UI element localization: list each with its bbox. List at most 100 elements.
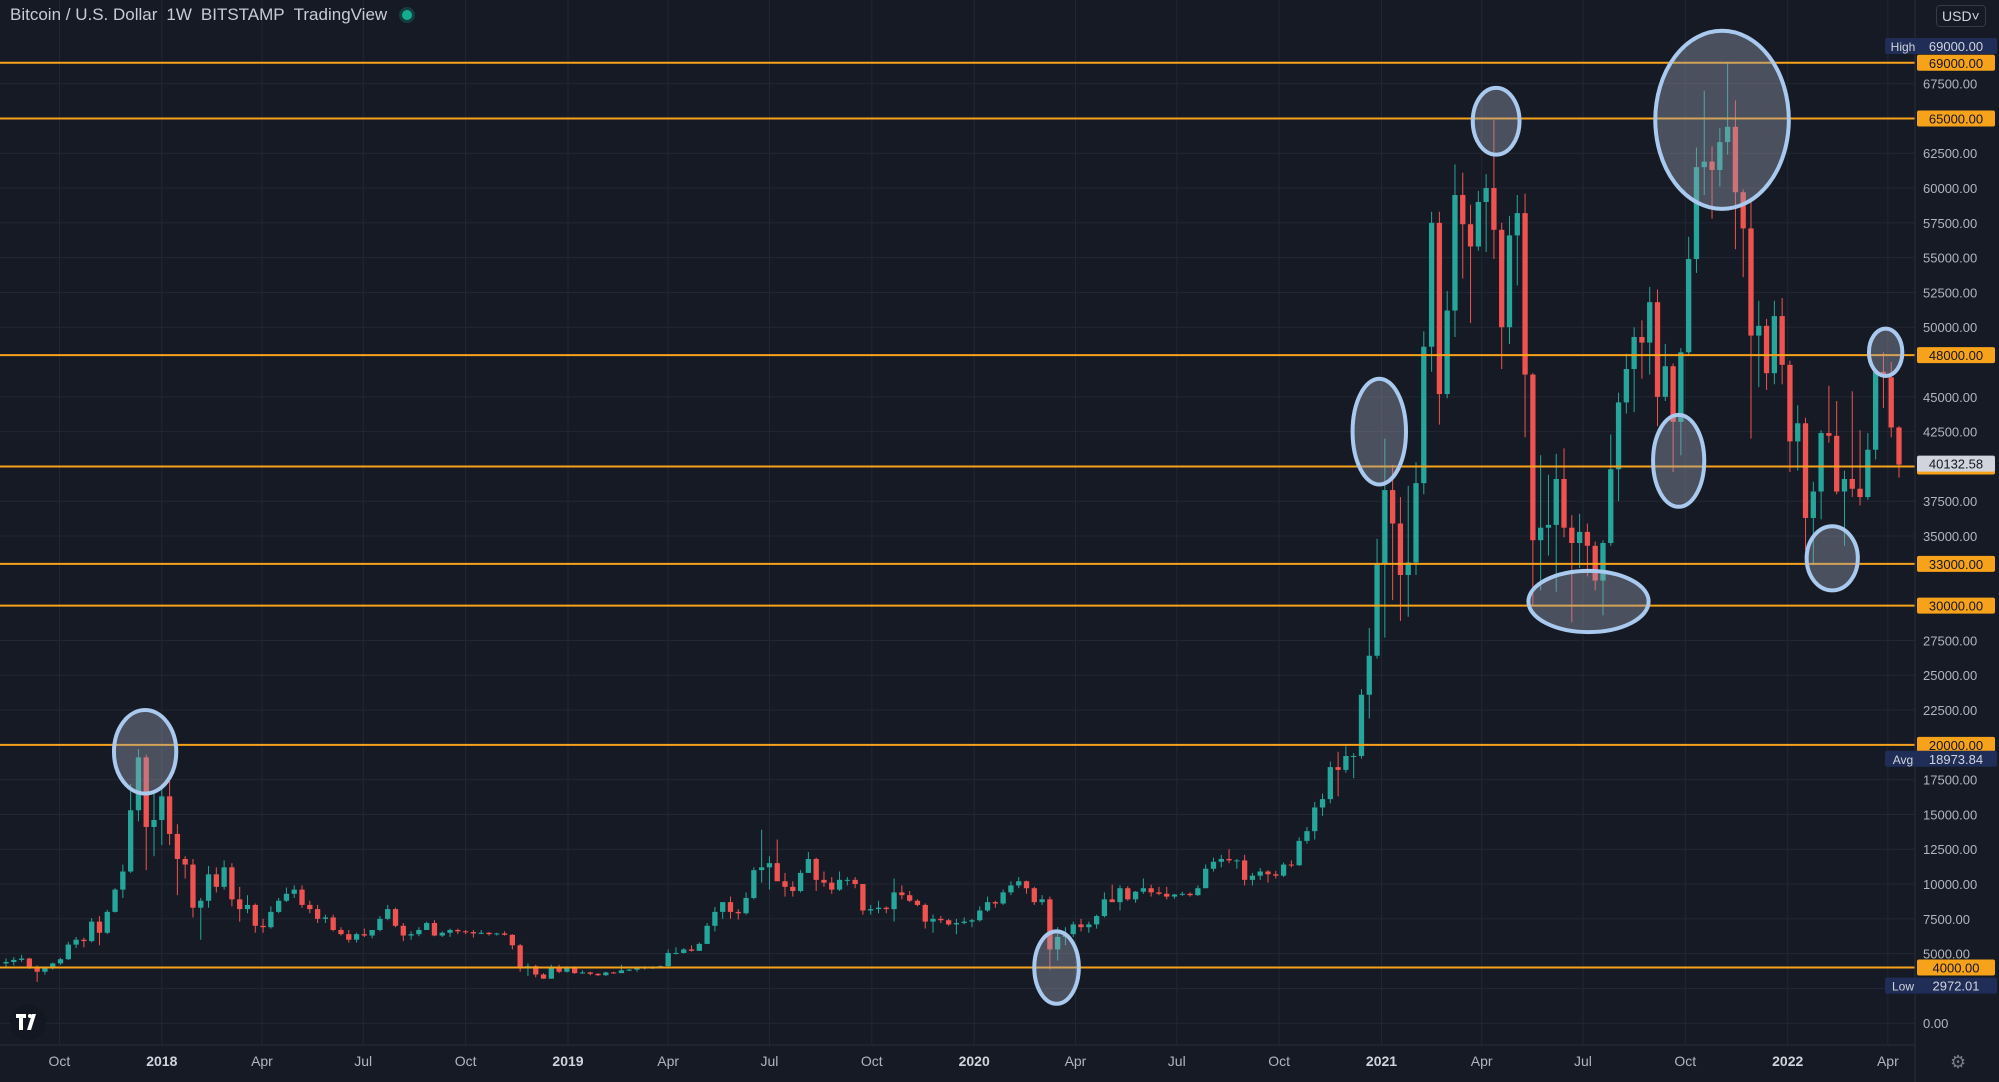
price-axis[interactable]: 0.002500.005000.007500.0010000.0012500.0… <box>1885 0 1999 1082</box>
x-tick-label: 2022 <box>1772 1053 1803 1069</box>
candle-body <box>182 858 188 865</box>
candle-body <box>159 796 165 821</box>
candle-body <box>930 918 936 922</box>
support-resistance-levels <box>0 61 1915 969</box>
candle-body <box>174 833 181 859</box>
candle-body <box>50 963 56 969</box>
candle-body <box>1467 224 1474 247</box>
candle-body <box>1070 924 1076 935</box>
candle-body <box>1273 874 1279 876</box>
candle-body <box>353 934 360 940</box>
candle-body <box>533 966 539 975</box>
candle-body <box>1140 888 1147 892</box>
candle-body <box>829 882 835 890</box>
candle-body <box>416 929 422 935</box>
candle-body <box>1405 562 1411 576</box>
candle-body <box>540 974 547 979</box>
candle-body <box>470 932 477 934</box>
candle-body <box>486 932 492 935</box>
candle-body <box>1576 531 1583 543</box>
candle-body <box>875 907 882 910</box>
candle-body <box>1584 531 1591 546</box>
candle-body <box>1078 924 1084 928</box>
gear-icon[interactable]: ⚙ <box>1950 1052 1967 1072</box>
candle-body <box>1055 936 1061 950</box>
candle-body <box>96 921 103 933</box>
candle-body <box>766 863 773 868</box>
candle-body <box>120 871 126 890</box>
candle-body <box>1016 881 1022 886</box>
candle-body <box>1265 871 1271 875</box>
candle-body <box>1148 888 1154 893</box>
y-tick-label: 62500.00 <box>1923 146 1977 161</box>
stat-value: 2972.01 <box>1933 979 1980 994</box>
candle-body <box>229 867 235 900</box>
level-price-badge <box>1917 959 1995 976</box>
source-label: TradingView <box>293 5 388 24</box>
x-tick-label: Oct <box>861 1053 883 1069</box>
candle-body <box>400 925 406 936</box>
candle-body <box>1234 860 1240 862</box>
candle-body <box>1631 336 1637 369</box>
candle-body <box>1093 916 1100 925</box>
candle-body <box>18 958 25 960</box>
y-tick-label: 37500.00 <box>1923 494 1977 509</box>
candle-body <box>852 879 858 885</box>
candle-body <box>1000 892 1006 904</box>
symbol-title[interactable]: Bitcoin / U.S. Dollar <box>10 5 158 24</box>
highlight-ellipse <box>1653 28 1791 211</box>
tradingview-logo-icon[interactable] <box>10 1004 46 1040</box>
level-price-label: 65000.00 <box>1929 111 1983 126</box>
candle-body <box>1047 899 1053 950</box>
x-tick-label: Oct <box>455 1053 477 1069</box>
candle-body <box>1428 222 1435 347</box>
candle-body <box>151 820 157 827</box>
y-tick-label: 17500.00 <box>1923 773 1977 788</box>
candle-body <box>696 943 702 951</box>
candle-body <box>1857 488 1863 498</box>
candle-body <box>1179 893 1185 895</box>
candle-body <box>65 944 71 960</box>
stat-value: 18973.84 <box>1929 752 1983 767</box>
candle-body <box>1763 325 1770 374</box>
x-tick-label: Apr <box>1471 1053 1493 1069</box>
x-tick-label: Apr <box>1877 1053 1899 1069</box>
candle-body <box>252 904 258 926</box>
candle-body <box>992 902 998 904</box>
highlight-ellipse <box>1350 376 1408 487</box>
candle-body <box>868 909 874 911</box>
candle-body <box>735 911 741 914</box>
level-price-badge <box>1917 555 1995 572</box>
highlight-ellipse <box>1804 524 1860 593</box>
candle-body <box>961 921 967 924</box>
currency-button[interactable]: USD˅ <box>1936 5 1986 27</box>
candle-body <box>821 879 827 883</box>
candle-body <box>1701 161 1707 168</box>
y-tick-label: 5000.00 <box>1923 947 1970 962</box>
y-tick-label: 22500.00 <box>1923 703 1977 718</box>
candle-body <box>1506 235 1513 328</box>
candle-body <box>1351 755 1357 757</box>
x-tick-label: Jul <box>354 1053 372 1069</box>
candle-body <box>1187 893 1193 896</box>
candle-body <box>112 889 118 912</box>
y-tick-label: 25000.00 <box>1923 668 1977 683</box>
time-axis[interactable]: Oct 2018 Apr Jul Oct 2019 Apr Jul Oct 2020 Apr Jul O… <box>0 1044 1915 1069</box>
interval-label[interactable]: 1W <box>166 5 192 24</box>
candle-body <box>681 949 687 953</box>
y-tick-label: 0.00 <box>1923 1016 1948 1031</box>
candle-body <box>1647 302 1653 343</box>
candle-body <box>1569 527 1575 543</box>
tradingview-logo-glyph <box>16 1014 36 1030</box>
y-tick-label: 52500.00 <box>1923 285 1977 300</box>
candle-body <box>1693 167 1700 260</box>
y-tick-label: 27500.00 <box>1923 633 1977 648</box>
candle-body <box>1210 861 1217 869</box>
x-tick-label: Oct <box>1268 1053 1290 1069</box>
price-axis-panel[interactable] <box>1915 0 1999 1082</box>
candle-body <box>392 909 399 926</box>
candle-body <box>1623 369 1629 403</box>
y-tick-label: 55000.00 <box>1923 251 1977 266</box>
candle-body <box>922 904 928 922</box>
